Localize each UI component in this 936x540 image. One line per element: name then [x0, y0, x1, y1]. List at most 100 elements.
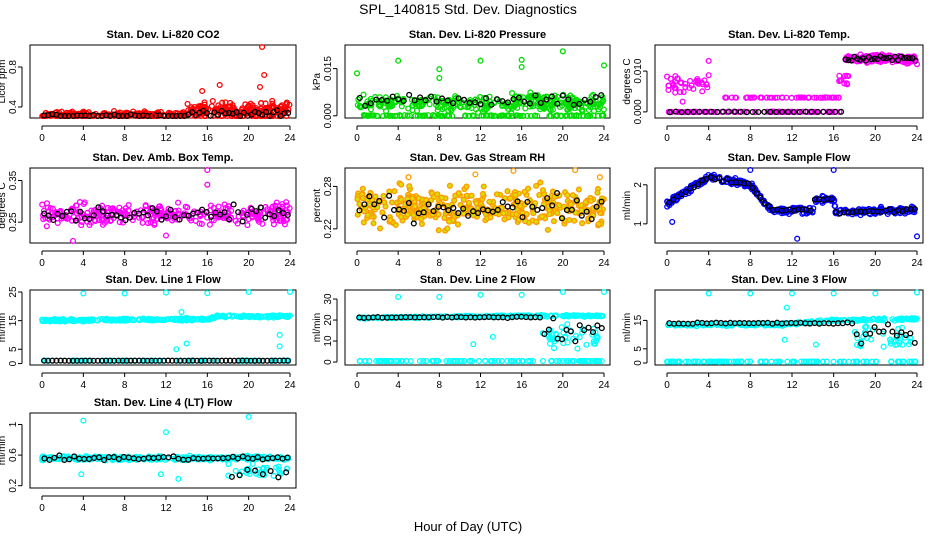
- data-point: [381, 357, 388, 365]
- plot-frame: [654, 44, 924, 119]
- plot-frame: [344, 44, 611, 119]
- data-point: [101, 219, 108, 226]
- outlier-point: [353, 70, 361, 77]
- outlier-point: [518, 56, 525, 63]
- data-point: [238, 210, 245, 217]
- black-data-point: [521, 98, 528, 105]
- data-point: [672, 85, 679, 92]
- data-point: [905, 341, 912, 348]
- black-data-point: [428, 93, 435, 100]
- black-data-point: [871, 324, 878, 331]
- data-point: [596, 358, 603, 365]
- outlier-point: [783, 304, 790, 311]
- y-axis-label: ml/min: [622, 191, 633, 220]
- data-point: [512, 191, 519, 199]
- data-point: [579, 358, 586, 365]
- outlier-point: [518, 291, 525, 298]
- data-point: [404, 112, 411, 119]
- data-point: [373, 357, 380, 365]
- data-point: [667, 358, 675, 365]
- data-point: [181, 316, 188, 323]
- black-data-point: [893, 332, 900, 339]
- black-data-point: [695, 181, 702, 188]
- data-point: [828, 109, 835, 116]
- black-data-point: [900, 54, 907, 62]
- x-tick-label: 16: [202, 380, 214, 391]
- data-point: [731, 358, 738, 365]
- black-data-point: [857, 56, 864, 63]
- black-data-point: [862, 57, 870, 64]
- data-point: [47, 318, 54, 325]
- black-data-point: [169, 112, 176, 120]
- x-tick-label: 20: [243, 258, 255, 269]
- data-point: [594, 189, 601, 196]
- data-point: [154, 455, 161, 463]
- black-data-point: [548, 93, 555, 100]
- data-point: [575, 186, 582, 193]
- x-tick-label: 12: [475, 258, 487, 269]
- data-point: [276, 217, 283, 225]
- outlier-point: [559, 48, 566, 55]
- black-data-point: [160, 112, 167, 119]
- data-points: [664, 166, 921, 242]
- outlier-point: [162, 232, 170, 239]
- black-data-point: [894, 56, 902, 64]
- y-axis-label: kPa: [312, 72, 323, 90]
- data-point: [89, 317, 96, 324]
- black-data-point: [254, 454, 261, 461]
- plot-frame: [29, 412, 297, 489]
- data-point: [209, 97, 216, 105]
- data-point: [592, 357, 599, 365]
- y-tick-label: 0.4: [8, 100, 19, 114]
- black-data-point: [598, 198, 605, 205]
- y-tick-label: 1: [8, 421, 19, 427]
- data-point: [554, 210, 561, 217]
- data-point: [286, 101, 293, 108]
- x-tick-label: 0: [39, 133, 45, 144]
- black-data-point: [519, 214, 526, 221]
- data-point: [175, 207, 182, 214]
- black-data-point: [898, 329, 905, 336]
- data-point: [267, 208, 274, 215]
- y-tick-label: 30: [323, 293, 334, 305]
- data-point: [482, 357, 489, 365]
- black-data-point: [826, 108, 833, 116]
- outlier-point: [157, 471, 164, 478]
- x-tick-label: 20: [243, 133, 255, 144]
- black-data-point: [572, 338, 579, 345]
- data-point: [381, 199, 388, 206]
- black-data-point: [589, 329, 597, 336]
- data-point: [811, 108, 818, 116]
- data-points: [663, 289, 921, 365]
- data-point: [889, 316, 896, 323]
- outlier-point: [395, 293, 402, 300]
- black-data-point: [745, 180, 752, 187]
- data-point: [215, 203, 222, 210]
- data-point: [819, 358, 827, 365]
- data-point: [687, 77, 694, 84]
- data-point: [504, 112, 511, 119]
- x-tick-label: 0: [39, 380, 45, 391]
- outlier-point: [173, 346, 180, 353]
- black-data-point: [203, 109, 211, 117]
- data-point: [504, 105, 512, 112]
- y-tick-label: 0: [8, 360, 19, 366]
- data-point: [410, 211, 417, 219]
- data-point: [359, 185, 366, 192]
- data-point: [680, 88, 687, 96]
- data-point: [444, 225, 451, 232]
- black-data-point: [871, 55, 878, 62]
- data-point: [895, 325, 902, 332]
- data-point: [46, 216, 53, 223]
- outlier-point: [183, 340, 190, 347]
- data-point: [387, 217, 394, 224]
- data-point: [738, 358, 745, 365]
- data-point: [416, 357, 423, 365]
- data-point: [429, 357, 436, 365]
- black-data-point: [545, 326, 552, 333]
- data-point: [222, 99, 229, 106]
- y-tick-label: 5: [633, 346, 644, 352]
- data-point: [822, 94, 829, 101]
- black-data-point: [46, 456, 53, 463]
